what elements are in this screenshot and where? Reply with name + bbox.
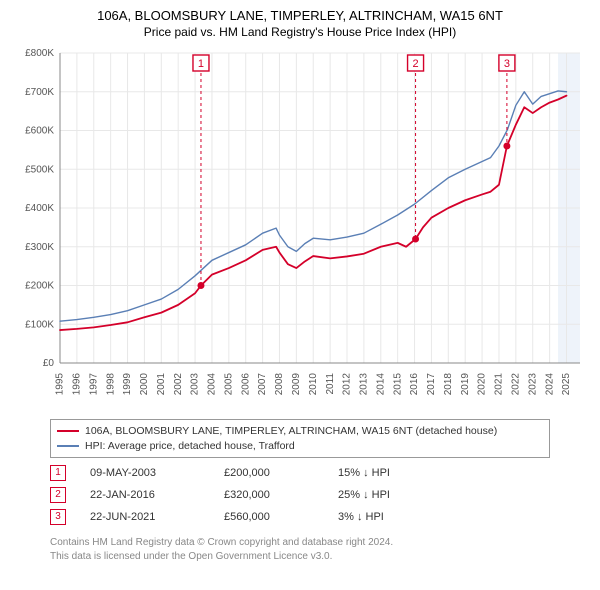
svg-text:1998: 1998 xyxy=(105,373,116,396)
marker-pct: 3% ↓ HPI xyxy=(338,511,438,523)
marker-pct: 15% ↓ HPI xyxy=(338,467,438,479)
legend-row: HPI: Average price, detached house, Traf… xyxy=(57,439,543,454)
marker-row: 3 22-JUN-2021 £560,000 3% ↓ HPI xyxy=(50,506,550,528)
legend-label: 106A, BLOOMSBURY LANE, TIMPERLEY, ALTRIN… xyxy=(85,424,497,439)
legend: 106A, BLOOMSBURY LANE, TIMPERLEY, ALTRIN… xyxy=(50,419,550,458)
svg-text:2002: 2002 xyxy=(173,373,184,396)
svg-text:2020: 2020 xyxy=(477,373,488,396)
svg-text:2024: 2024 xyxy=(544,373,555,396)
svg-text:2021: 2021 xyxy=(494,373,505,396)
svg-text:2001: 2001 xyxy=(156,373,167,396)
svg-text:2019: 2019 xyxy=(460,373,471,396)
svg-text:1995: 1995 xyxy=(55,373,66,396)
chart-title-block: 106A, BLOOMSBURY LANE, TIMPERLEY, ALTRIN… xyxy=(0,0,600,43)
marker-row: 2 22-JAN-2016 £320,000 25% ↓ HPI xyxy=(50,484,550,506)
legend-row: 106A, BLOOMSBURY LANE, TIMPERLEY, ALTRIN… xyxy=(57,424,543,439)
svg-text:2018: 2018 xyxy=(443,373,454,396)
marker-date: 22-JAN-2016 xyxy=(90,489,200,501)
page-root: 106A, BLOOMSBURY LANE, TIMPERLEY, ALTRIN… xyxy=(0,0,600,563)
price-chart-svg: £0 £100K £200K £300K £400K £500K £600K £700K £80… xyxy=(10,43,590,413)
marker-badge: 1 xyxy=(50,465,66,481)
svg-text:£300K: £300K xyxy=(25,242,54,253)
svg-text:2004: 2004 xyxy=(207,373,218,396)
svg-text:1999: 1999 xyxy=(122,373,133,396)
marker-date: 22-JUN-2021 xyxy=(90,511,200,523)
svg-text:1997: 1997 xyxy=(88,373,99,396)
svg-text:£0: £0 xyxy=(43,358,55,369)
svg-text:£500K: £500K xyxy=(25,164,54,175)
chart-area: £0 £100K £200K £300K £400K £500K £600K £700K £80… xyxy=(10,43,590,413)
svg-text:2000: 2000 xyxy=(139,373,150,396)
svg-text:2012: 2012 xyxy=(342,373,353,396)
svg-text:2015: 2015 xyxy=(392,373,403,396)
marker-table: 1 09-MAY-2003 £200,000 15% ↓ HPI 2 22-JAN-201… xyxy=(50,462,550,528)
svg-text:2010: 2010 xyxy=(308,373,319,396)
svg-text:£200K: £200K xyxy=(25,281,54,292)
marker-price: £560,000 xyxy=(224,511,314,523)
svg-text:2025: 2025 xyxy=(561,373,572,396)
svg-text:2009: 2009 xyxy=(291,373,302,396)
svg-text:2016: 2016 xyxy=(409,373,420,396)
svg-text:2006: 2006 xyxy=(240,373,251,396)
svg-text:2008: 2008 xyxy=(274,373,285,396)
svg-text:£400K: £400K xyxy=(25,203,54,214)
marker-price: £200,000 xyxy=(224,467,314,479)
marker-row: 1 09-MAY-2003 £200,000 15% ↓ HPI xyxy=(50,462,550,484)
svg-text:2014: 2014 xyxy=(375,373,386,396)
attribution-line2: This data is licensed under the Open Gov… xyxy=(50,550,550,564)
svg-text:£600K: £600K xyxy=(25,126,54,137)
svg-text:£700K: £700K xyxy=(25,87,54,98)
legend-swatch xyxy=(57,445,79,447)
marker-price: £320,000 xyxy=(224,489,314,501)
svg-text:2: 2 xyxy=(412,58,418,70)
svg-text:£800K: £800K xyxy=(25,48,54,59)
svg-text:£100K: £100K xyxy=(25,319,54,330)
marker-badge: 2 xyxy=(50,487,66,503)
svg-text:2013: 2013 xyxy=(359,373,370,396)
svg-text:2007: 2007 xyxy=(257,373,268,396)
svg-text:3: 3 xyxy=(504,58,510,70)
chart-title-subtitle: Price paid vs. HM Land Registry's House … xyxy=(10,25,590,39)
chart-title-address: 106A, BLOOMSBURY LANE, TIMPERLEY, ALTRIN… xyxy=(10,8,590,23)
legend-label: HPI: Average price, detached house, Traf… xyxy=(85,439,295,454)
svg-text:2003: 2003 xyxy=(190,373,201,396)
marker-badge: 3 xyxy=(50,509,66,525)
svg-text:2022: 2022 xyxy=(510,373,521,396)
svg-text:2011: 2011 xyxy=(325,373,336,395)
svg-text:2005: 2005 xyxy=(223,373,234,396)
attribution: Contains HM Land Registry data © Crown c… xyxy=(50,536,550,563)
attribution-line1: Contains HM Land Registry data © Crown c… xyxy=(50,536,550,550)
svg-text:2017: 2017 xyxy=(426,373,437,396)
legend-swatch xyxy=(57,430,79,432)
svg-text:1: 1 xyxy=(198,58,204,70)
marker-pct: 25% ↓ HPI xyxy=(338,489,438,501)
svg-text:2023: 2023 xyxy=(527,373,538,396)
marker-date: 09-MAY-2003 xyxy=(90,467,200,479)
svg-text:1996: 1996 xyxy=(72,373,83,396)
